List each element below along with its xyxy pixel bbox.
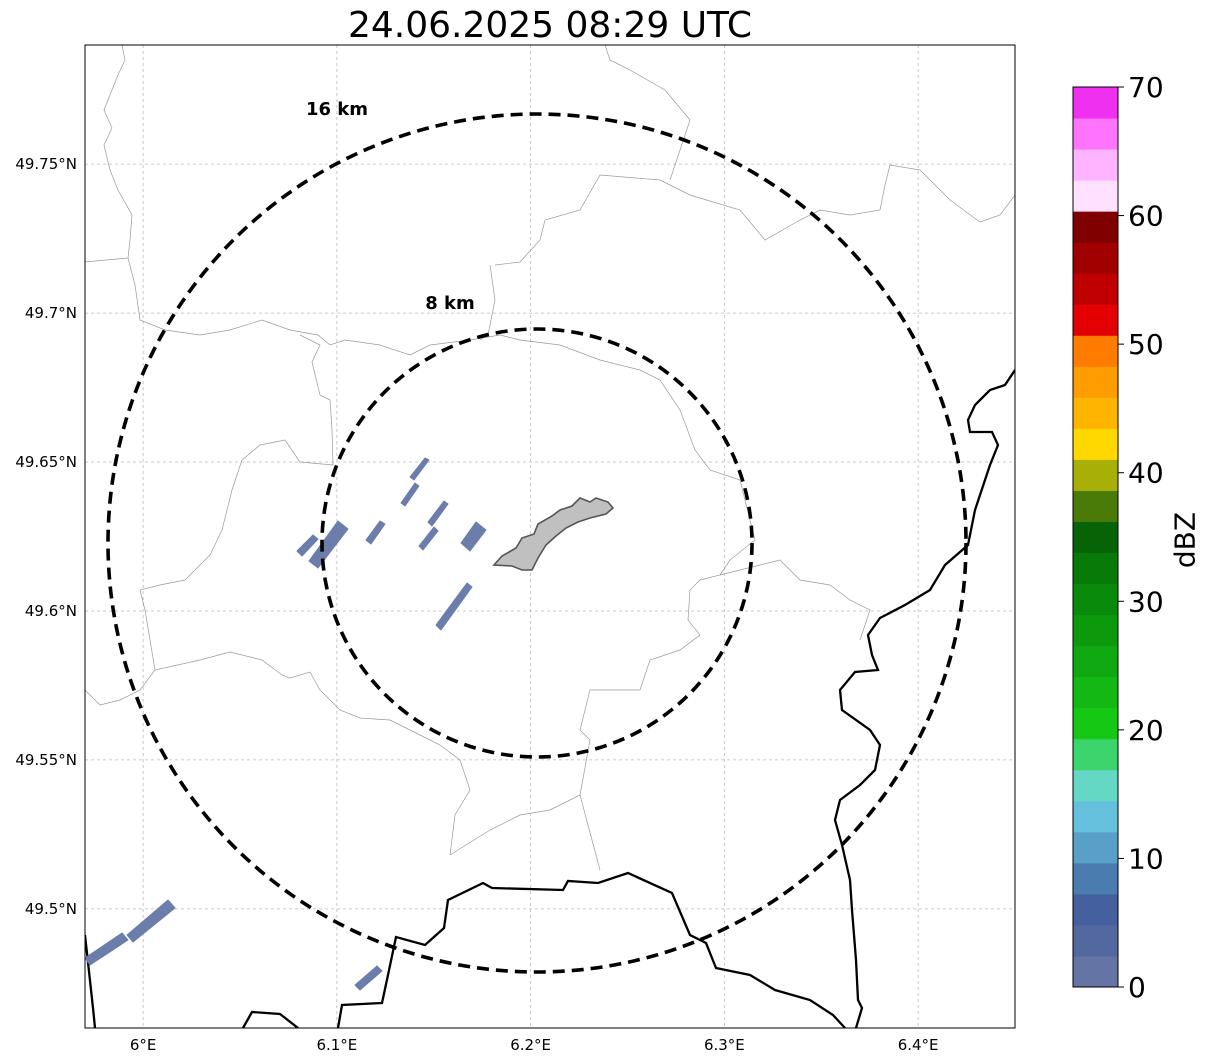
echo-cell: [296, 534, 319, 557]
colorbar-band: [1073, 862, 1118, 895]
colorbar-band: [1073, 366, 1118, 398]
echo-cell: [85, 932, 129, 966]
radar-echoes: [85, 457, 487, 991]
lat-tick-label: 49.5°N: [25, 900, 77, 918]
colorbar-band: [1073, 893, 1118, 926]
map-layers: [85, 45, 1015, 1028]
colorbar-band: [1073, 707, 1118, 740]
echo-cell: [460, 521, 487, 552]
echo-cell: [400, 482, 420, 507]
colorbar-band: [1073, 924, 1118, 957]
echo-cell: [365, 520, 386, 545]
map-frame: [84, 44, 1016, 1029]
colorbar-band: [1073, 87, 1118, 119]
colorbar-band: [1073, 800, 1118, 833]
colorbar-tick-label: 60: [1128, 200, 1164, 233]
range-ring-8km: [320, 327, 754, 759]
lat-tick-label: 49.55°N: [15, 751, 77, 769]
colorbar-tick-label: 70: [1128, 71, 1164, 104]
colorbar-band: [1073, 304, 1118, 336]
colorbar-band: [1073, 242, 1118, 274]
colorbar-band: [1073, 459, 1118, 491]
lon-tick-label: 6.3°E: [704, 1036, 745, 1054]
echo-cell: [427, 500, 449, 527]
colorbar-band: [1073, 614, 1118, 647]
colorbar-band: [1073, 769, 1118, 802]
lat-tick-label: 49.6°N: [25, 602, 77, 620]
colorbar-band: [1073, 490, 1118, 522]
axis-labels: 6°E 6.1°E 6.2°E 6.3°E 6.4°E 49.5°N 49.55°N 49.6…: [15, 155, 938, 1054]
admin-boundaries: [85, 45, 1015, 871]
colorbar-frame: [1072, 86, 1119, 988]
colorbar-label: dBZ: [1169, 512, 1202, 568]
lat-tick-label: 49.75°N: [15, 155, 77, 173]
map-title: 24.06.2025 08:29 UTC: [347, 5, 753, 46]
echo-cell: [418, 526, 439, 551]
lon-tick-label: 6.2°E: [510, 1036, 551, 1054]
colorbar-tick-label: 20: [1128, 714, 1164, 747]
colorbar-band: [1073, 149, 1118, 181]
city-area: [492, 497, 615, 571]
lon-tick-label: 6°E: [130, 1036, 157, 1054]
colorbar-band: [1073, 738, 1118, 771]
ring-label-16km: 16 km: [306, 99, 368, 120]
colorbar-band: [1073, 676, 1118, 709]
colorbar-band: [1073, 521, 1118, 554]
echo-cell: [126, 899, 176, 943]
colorbar-band: [1073, 180, 1118, 212]
colorbar-band: [1073, 955, 1118, 988]
echo-cell: [409, 457, 430, 481]
colorbar-band: [1073, 335, 1118, 367]
range-ring-16km: [106, 112, 968, 974]
lon-tick-label: 6.4°E: [898, 1036, 939, 1054]
colorbar-band: [1073, 831, 1118, 864]
colorbar-band: [1073, 645, 1118, 678]
colorbar-band: [1073, 397, 1118, 429]
colorbar-tick-label: 30: [1128, 585, 1164, 618]
colorbar-band: [1073, 273, 1118, 305]
colorbar-band: [1073, 211, 1118, 243]
colorbar-tick-label: 0: [1128, 971, 1146, 1004]
colorbar-band: [1073, 428, 1118, 460]
lon-tick-label: 6.1°E: [316, 1036, 357, 1054]
colorbar-tick-label: 50: [1128, 328, 1164, 361]
echo-cell: [435, 582, 473, 631]
colorbar-tick-label: 10: [1128, 842, 1164, 875]
colorbar-band: [1073, 552, 1118, 585]
ring-label-8km: 8 km: [425, 293, 475, 314]
lat-tick-label: 49.7°N: [25, 304, 77, 322]
gridlines: [85, 45, 1015, 1028]
echo-cell: [354, 965, 383, 991]
colorbar-band: [1073, 583, 1118, 616]
national-borders: [85, 369, 1015, 1028]
colorbar: 0 10 20 30 40 50 60 70: [1072, 71, 1164, 1004]
lat-tick-label: 49.65°N: [15, 453, 77, 471]
colorbar-band: [1073, 118, 1118, 150]
echo-cell: [308, 520, 349, 569]
colorbar-tick-label: 40: [1128, 457, 1164, 490]
